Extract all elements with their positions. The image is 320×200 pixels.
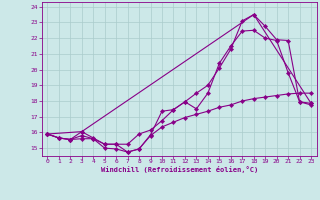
X-axis label: Windchill (Refroidissement éolien,°C): Windchill (Refroidissement éolien,°C) xyxy=(100,166,258,173)
